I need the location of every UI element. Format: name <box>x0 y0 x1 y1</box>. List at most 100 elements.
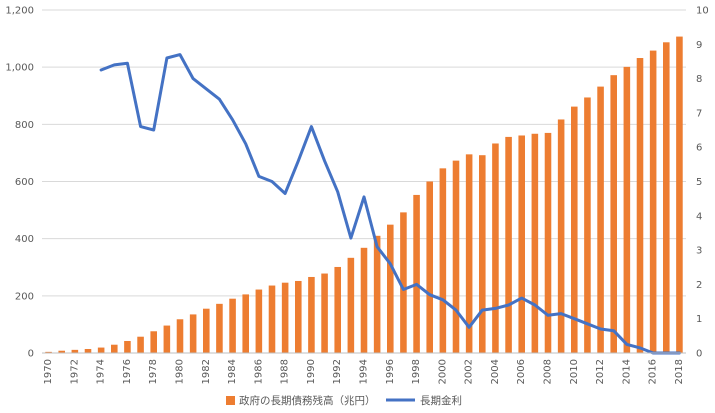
bar <box>84 348 92 353</box>
bar <box>373 235 381 353</box>
bar <box>71 349 79 353</box>
bar <box>97 347 105 353</box>
bar <box>452 160 460 353</box>
left-axis-tick-label: 800 <box>15 120 34 131</box>
x-axis-ticks: 1970 1972 1974 1976 1978 1980 1982 1984 1986 1988… <box>43 359 685 384</box>
x-axis-tick-label: 1984 <box>227 359 238 384</box>
bar <box>347 257 355 353</box>
bar <box>163 325 171 353</box>
bar <box>505 136 512 353</box>
bar <box>636 58 644 354</box>
right-axis-tick-label: 1 <box>696 314 702 325</box>
bar <box>242 294 249 353</box>
legend: 政府の長期債務残高（兆円） 長期金利 <box>226 394 462 407</box>
left-axis-tick-label: 1,000 <box>5 63 34 74</box>
bar <box>465 154 473 353</box>
x-axis-tick-label: 1998 <box>411 359 422 384</box>
bar <box>45 351 52 353</box>
legend-label-rate: 長期金利 <box>420 394 462 407</box>
bar <box>124 340 131 353</box>
bar <box>663 42 670 354</box>
x-axis-tick-label: 1982 <box>201 359 212 384</box>
legend-swatch-debt <box>226 396 235 405</box>
bar <box>649 50 657 354</box>
x-axis-tick-label: 2012 <box>595 359 606 384</box>
x-axis-tick-label: 2010 <box>569 359 580 384</box>
left-axis-tick-label: 0 <box>28 349 34 360</box>
gridlines <box>42 9 686 297</box>
left-axis-ticks: 0 200 400 600 800 1,000 1,200 <box>5 6 34 360</box>
bar <box>203 308 210 353</box>
x-axis-tick-label: 2004 <box>490 359 501 384</box>
right-axis-tick-label: 10 <box>696 6 709 17</box>
x-axis-tick-label: 2016 <box>648 359 659 384</box>
x-axis-tick-label: 2014 <box>621 359 632 384</box>
x-axis-tick-label: 1972 <box>69 359 80 384</box>
x-axis-tick-label: 1976 <box>122 359 133 384</box>
bar <box>387 224 394 353</box>
bar <box>360 247 368 353</box>
x-axis-tick-label: 1990 <box>306 359 317 384</box>
bar <box>492 143 499 353</box>
bar <box>676 36 683 354</box>
right-axis-tick-label: 7 <box>696 108 702 119</box>
bar <box>623 66 631 354</box>
right-axis-tick-label: 0 <box>696 349 702 360</box>
x-axis-tick-label: 1978 <box>148 359 159 384</box>
left-axis-tick-label: 1,200 <box>5 6 34 17</box>
x-axis-tick-label: 2002 <box>464 359 475 384</box>
line-series <box>99 53 681 355</box>
bar <box>281 282 289 353</box>
x-axis-tick-label: 1988 <box>280 359 291 384</box>
x-axis-tick-label: 1994 <box>359 359 370 384</box>
left-axis-tick-label: 400 <box>15 234 34 245</box>
bar <box>400 212 407 353</box>
bar <box>334 266 341 353</box>
bar <box>571 106 578 353</box>
x-axis-tick-label: 1980 <box>175 359 186 384</box>
bar <box>176 319 184 353</box>
bar <box>321 273 328 353</box>
bar <box>597 86 604 353</box>
bar <box>413 194 420 353</box>
x-axis-tick-label: 1996 <box>385 359 396 384</box>
bar <box>479 155 486 353</box>
left-axis-tick-label: 200 <box>15 291 34 302</box>
bar <box>150 331 157 353</box>
bar <box>268 285 276 353</box>
right-axis-tick-label: 3 <box>696 246 702 257</box>
legend-label-debt: 政府の長期債務残高（兆円） <box>239 394 376 407</box>
bar <box>439 168 447 353</box>
bar-series <box>45 36 683 354</box>
x-axis-tick-label: 2006 <box>516 359 527 384</box>
bar <box>557 119 565 353</box>
x-axis-tick-label: 1986 <box>253 359 264 384</box>
x-axis-tick-label: 2018 <box>674 359 685 384</box>
right-axis-tick-label: 9 <box>696 40 702 51</box>
bar <box>308 276 315 353</box>
bar <box>189 314 197 353</box>
bar <box>216 303 223 353</box>
line-series-path <box>99 53 681 355</box>
right-axis-ticks: 0 1 2 3 4 5 6 7 8 9 10 <box>696 6 709 360</box>
bar <box>518 135 525 353</box>
right-axis-tick-label: 6 <box>696 143 702 154</box>
right-axis-tick-label: 5 <box>696 177 702 188</box>
bar <box>229 298 236 353</box>
bar <box>426 181 433 353</box>
bar <box>295 280 302 353</box>
x-axis-tick-label: 2000 <box>437 359 448 384</box>
right-axis-tick-label: 2 <box>696 280 702 291</box>
right-axis-tick-label: 4 <box>696 211 702 222</box>
bar <box>544 132 552 353</box>
right-axis-tick-label: 8 <box>696 74 702 85</box>
bar <box>531 133 539 353</box>
bar <box>137 336 144 353</box>
x-axis-tick-label: 1974 <box>96 359 107 384</box>
left-axis-tick-label: 600 <box>15 177 34 188</box>
bar <box>58 350 65 353</box>
x-axis-tick-label: 1992 <box>332 359 343 384</box>
bar <box>610 75 617 354</box>
bar <box>584 97 591 353</box>
